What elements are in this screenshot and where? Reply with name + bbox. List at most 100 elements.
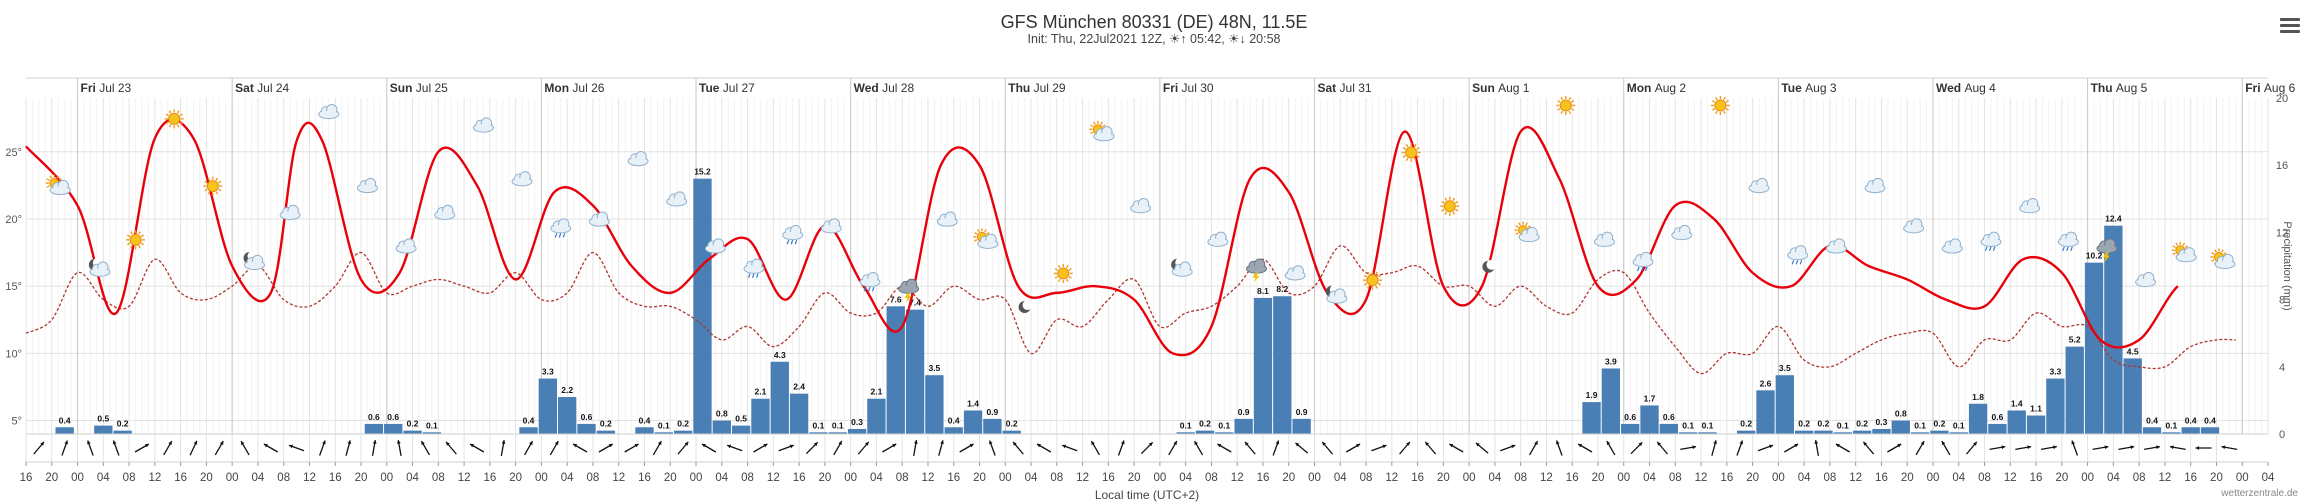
wind-arrow-icon (1399, 441, 1411, 455)
temp-axis: 5° 10° 15° 20° 25° (5, 147, 22, 428)
sun-ray (1402, 155, 1406, 158)
wind-head (501, 440, 506, 444)
wind-arrow-icon (1711, 440, 1717, 456)
wind-arrow-icon (833, 440, 843, 456)
weather-sun-cloud-icon (973, 228, 999, 249)
sun-ray (1090, 131, 1094, 135)
hamburger-menu-icon[interactable] (2280, 18, 2300, 34)
hour-tick-label: 00 (999, 472, 1012, 484)
sun-ray (207, 177, 211, 181)
rain-drop (2066, 246, 2069, 252)
wind-arrow-icon (882, 443, 897, 453)
weather-sun-icon (126, 230, 146, 250)
precip-value-label: 4.3 (774, 350, 786, 360)
sun-ray (1405, 157, 1409, 162)
precip-bar (519, 427, 538, 434)
sun-ray (138, 245, 141, 249)
hour-tick-label: 00 (690, 472, 703, 484)
sun-ray (1054, 276, 1058, 279)
hour-tick-label: 20 (2210, 472, 2223, 484)
wind-head (529, 441, 533, 446)
sun-ray (218, 180, 222, 184)
hour-tick-label: 20 (1592, 472, 1605, 484)
wind-head (1406, 441, 1410, 446)
wind-head (838, 441, 842, 446)
wind-arrow-icon (1217, 443, 1232, 453)
sun-ray (1723, 96, 1726, 101)
cloud-fill (1094, 132, 1113, 140)
precip-value-label: 7.6 (890, 294, 902, 304)
sun-ray (1377, 282, 1382, 286)
weather-cloud-icon (1284, 265, 1306, 281)
weather-sun-cloud-icon (1089, 120, 1115, 142)
wind-head (1692, 445, 1697, 450)
precip-axis: 0 4 8 12 16 20 Precipitation (mm) (2276, 93, 2293, 441)
cloud-fill (1981, 238, 2000, 246)
precip-value-label: 0.4 (2146, 415, 2158, 425)
precip-bar (828, 432, 847, 434)
hour-tick-label: 20 (664, 472, 677, 484)
cloud-fill (51, 186, 70, 194)
sun-disc (168, 112, 181, 125)
precip-value-label: 0.9 (1238, 407, 1250, 417)
day-label: Sat Jul 31 (1318, 81, 1372, 95)
precip-value-label: 0.1 (426, 420, 438, 430)
sun-ray (1363, 274, 1368, 278)
temp-tick-label: 5° (11, 416, 22, 428)
hour-tick-label: 12 (148, 472, 161, 484)
cloud-fill (319, 110, 338, 118)
wind-arrow-icon (33, 441, 45, 455)
wind-head (1555, 440, 1560, 445)
grid-lines (25, 98, 2269, 434)
precip-value-label: 2.1 (870, 387, 882, 397)
hour-tick-label: 08 (1824, 472, 1837, 484)
wind-arrow-icon (1783, 443, 1799, 453)
precip-value-label: 12.4 (2105, 214, 2122, 224)
precip-bar (1852, 430, 1872, 434)
sun-ray (46, 185, 50, 188)
wind-head (1511, 444, 1516, 449)
precip-bar (963, 410, 983, 434)
day-label: Tue Jul 27 (699, 81, 755, 95)
hour-tick-label: 04 (406, 472, 419, 484)
cloud-fill (1327, 295, 1346, 302)
cloud-fill (1208, 238, 1227, 246)
rain-drop (755, 273, 759, 278)
cloud-fill (706, 245, 725, 252)
day-label: Fri Jul 23 (81, 81, 132, 95)
hour-tick-label: 04 (715, 472, 728, 484)
precip-value-label: 1.4 (2011, 398, 2023, 408)
precip-value-label: 0.1 (813, 420, 825, 430)
wind-arrow-icon (989, 440, 996, 456)
wind-head (144, 444, 149, 448)
hour-tick-label: 12 (1231, 472, 1244, 484)
hour-tick-label: 04 (252, 472, 265, 484)
sun-ray (1715, 110, 1718, 115)
sun-ray (1711, 108, 1716, 111)
wind-arrow-icon (2195, 446, 2212, 450)
day-label: Sun Aug 1 (1472, 81, 1530, 95)
wind-arrow-icon (1528, 440, 1539, 456)
weather-cloud-icon (318, 103, 340, 120)
precip-value-label: 0.1 (1218, 420, 1230, 430)
cloud-fill (90, 268, 109, 276)
weather-cloud-icon (472, 117, 494, 133)
wind-head (2071, 440, 2075, 445)
wind-head (1794, 444, 1799, 448)
precip-bar (1659, 423, 1679, 434)
sun-ray (49, 175, 53, 179)
cloud-fill (435, 211, 454, 219)
precip-value-label: 0.1 (1953, 420, 1965, 430)
credit-text: wetterzentrale.de (2221, 488, 2298, 499)
weather-cloud-icon (936, 211, 958, 227)
sun-ray (1057, 278, 1061, 283)
precip-value-label: 1.9 (1586, 390, 1598, 400)
precip-bar (1949, 432, 1968, 434)
precip-bar (789, 393, 809, 434)
precip-bar (1640, 405, 1659, 434)
wind-head (263, 444, 268, 448)
wind-head (1013, 441, 1017, 446)
rain-drop (747, 273, 751, 278)
precip-value-label: 0.3 (1876, 417, 1888, 427)
wind-arrow-icon (2144, 445, 2161, 451)
